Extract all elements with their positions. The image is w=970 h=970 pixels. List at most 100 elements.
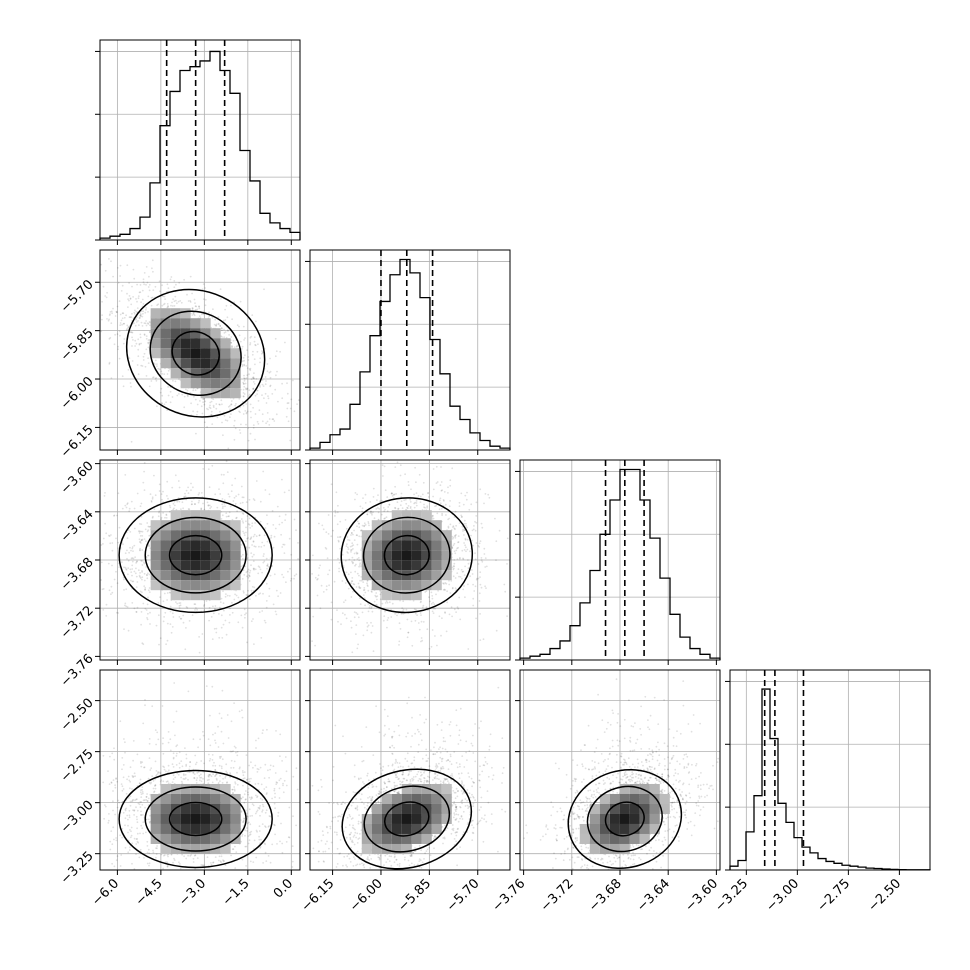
scatter-point — [110, 310, 113, 313]
scatter-point — [250, 378, 253, 381]
scatter-point — [212, 404, 215, 407]
scatter-point — [125, 506, 128, 509]
scatter-point — [431, 595, 434, 597]
scatter-point — [158, 368, 161, 371]
scatter-point — [127, 629, 130, 632]
scatter-point — [143, 333, 146, 336]
density-cell — [220, 388, 231, 399]
scatter-point — [139, 540, 142, 543]
scatter-point — [102, 285, 105, 288]
scatter-point — [244, 616, 246, 619]
scatter-point — [160, 370, 163, 373]
scatter-point — [262, 470, 265, 473]
scatter-point — [247, 359, 250, 361]
scatter-point — [251, 585, 254, 588]
scatter-point — [148, 289, 151, 292]
scatter-point — [278, 515, 281, 518]
scatter-point — [227, 405, 230, 408]
scatter-point — [463, 549, 466, 551]
scatter-point — [138, 538, 141, 541]
scatter-point — [163, 616, 166, 618]
scatter-point — [111, 591, 114, 594]
scatter-point — [239, 502, 242, 505]
scatter-point — [448, 505, 451, 508]
scatter-point — [242, 413, 245, 415]
scatter-point — [471, 573, 474, 575]
scatter-point — [368, 606, 371, 609]
scatter-point — [246, 388, 249, 390]
scatter-point — [106, 318, 108, 320]
scatter-point — [351, 580, 354, 582]
scatter-point — [193, 311, 195, 314]
scatter-point — [240, 518, 243, 520]
scatter-point — [229, 404, 231, 407]
scatter-point — [139, 576, 141, 578]
scatter-point — [148, 573, 151, 576]
density-cell — [180, 510, 191, 521]
scatter-point — [130, 331, 133, 334]
scatter-point — [217, 322, 220, 325]
scatter-point — [230, 346, 233, 348]
scatter-point — [127, 573, 129, 576]
scatter-point — [142, 481, 145, 484]
scatter-point — [156, 304, 159, 307]
scatter-point — [119, 322, 122, 324]
scatter-point — [385, 600, 388, 603]
scatter-point — [260, 352, 263, 355]
scatter-point — [245, 546, 248, 548]
scatter-point — [167, 497, 169, 500]
scatter-point — [126, 606, 129, 608]
scatter-point — [128, 282, 131, 284]
scatter-point — [457, 568, 460, 570]
scatter-point — [251, 353, 254, 356]
scatter-point — [392, 493, 395, 496]
scatter-point — [225, 633, 228, 636]
scatter-point — [371, 591, 373, 593]
scatter-point — [419, 495, 422, 498]
scatter-point — [104, 269, 107, 272]
scatter-point — [139, 505, 142, 508]
scatter-point — [204, 304, 207, 307]
scatter-point — [381, 464, 384, 466]
scatter-point — [220, 614, 223, 617]
scatter-point — [145, 308, 147, 311]
scatter-point — [140, 315, 142, 317]
scatter-point — [117, 281, 120, 284]
scatter-point — [188, 508, 191, 511]
scatter-point — [236, 345, 238, 348]
scatter-point — [244, 613, 246, 616]
scatter-point — [369, 605, 371, 607]
scatter-point — [115, 311, 118, 314]
scatter-point — [156, 365, 158, 367]
scatter-point — [479, 576, 481, 578]
scatter-point — [127, 306, 129, 308]
scatter-point — [459, 618, 462, 621]
scatter-point — [173, 305, 176, 307]
scatter-point — [282, 782, 284, 785]
scatter-point — [183, 406, 186, 409]
density-cell — [391, 580, 402, 591]
scatter-point — [264, 376, 267, 378]
scatter-point — [364, 493, 367, 496]
scatter-point — [183, 278, 186, 281]
scatter-point — [144, 365, 147, 368]
scatter-point — [143, 283, 146, 286]
scatter-point — [251, 377, 254, 379]
scatter-point — [424, 591, 427, 593]
scatter-point — [259, 797, 262, 800]
scatter-point — [362, 497, 364, 499]
density-cell — [200, 510, 211, 521]
density-cell — [431, 560, 442, 571]
scatter-point — [139, 314, 142, 317]
scatter-point — [447, 492, 449, 494]
scatter-point — [448, 583, 451, 586]
scatter-point — [266, 563, 269, 566]
scatter-point — [244, 387, 247, 390]
scatter-point — [229, 505, 232, 508]
scatter-point — [194, 305, 197, 307]
scatter-point — [141, 289, 144, 292]
scatter-point — [195, 607, 197, 609]
scatter-point — [185, 606, 188, 608]
scatter-point — [449, 500, 451, 502]
scatter-point — [351, 556, 354, 559]
